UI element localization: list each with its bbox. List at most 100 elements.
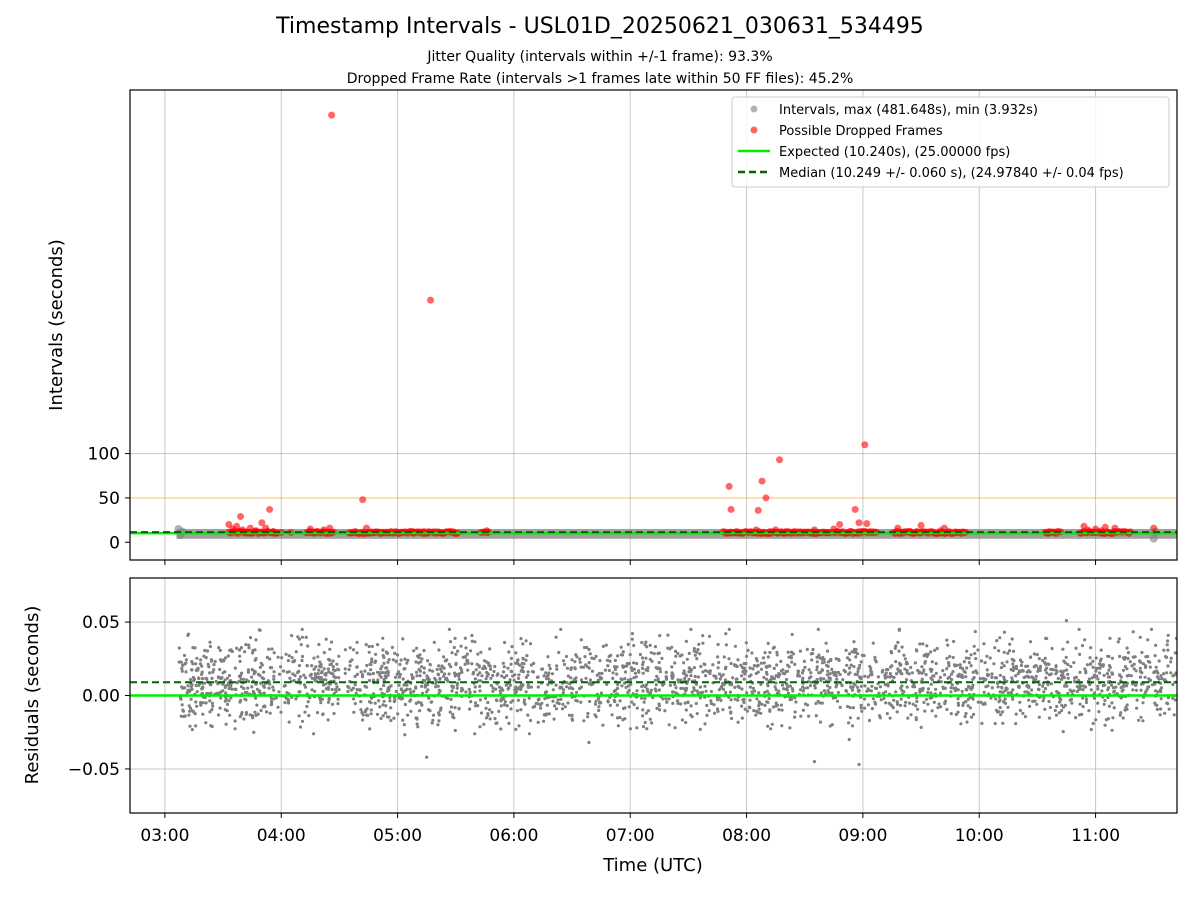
residual-point <box>749 673 753 677</box>
residual-point <box>406 713 410 717</box>
x-tick-label: 09:00 <box>838 826 887 846</box>
residual-point <box>1089 646 1093 650</box>
residual-point <box>292 679 296 683</box>
residual-point <box>671 701 675 706</box>
residual-point <box>968 706 973 710</box>
residual-point <box>955 663 959 667</box>
residual-point <box>777 689 781 693</box>
residual-point <box>267 647 271 651</box>
residual-point <box>524 658 528 662</box>
residual-point <box>542 674 546 678</box>
residual-point <box>938 675 943 680</box>
residual-point <box>755 697 759 701</box>
residual-point <box>605 682 609 687</box>
residual-point <box>884 701 888 705</box>
residual-point <box>922 654 926 658</box>
residual-point <box>690 715 694 719</box>
residual-point <box>1016 672 1020 676</box>
residual-point <box>395 672 399 676</box>
residual-point <box>967 661 972 665</box>
residual-point <box>559 697 563 702</box>
residual-point <box>632 676 636 680</box>
residual-point <box>779 659 783 664</box>
residual-point <box>326 667 330 671</box>
residual-point <box>762 675 766 680</box>
residual-point <box>294 697 298 701</box>
residual-point <box>807 714 811 718</box>
residual-point <box>1154 703 1158 707</box>
residual-point <box>225 676 229 680</box>
residual-point <box>982 690 986 694</box>
residual-point <box>552 717 556 721</box>
residual-point <box>1066 640 1070 644</box>
residual-point <box>283 701 287 705</box>
residual-point <box>717 672 722 676</box>
residual-point <box>406 658 410 663</box>
residual-point <box>641 714 645 718</box>
residual-point <box>383 674 387 678</box>
residual-point <box>269 703 273 707</box>
residual-point <box>286 697 290 702</box>
residual-point <box>676 699 680 703</box>
residual-point <box>988 656 992 660</box>
residual-point <box>781 671 785 675</box>
residual-point <box>842 668 846 673</box>
residual-point <box>519 687 523 692</box>
residual-point <box>415 646 419 650</box>
residual-point <box>244 698 248 702</box>
residual-point <box>446 679 450 683</box>
residual-point <box>836 690 841 695</box>
residual-point <box>268 711 272 715</box>
residual-point <box>765 689 769 693</box>
residual-point <box>1021 669 1025 673</box>
residual-point <box>910 671 915 675</box>
residual-point <box>1041 658 1045 663</box>
residual-point <box>300 658 304 663</box>
residual-point <box>982 642 986 646</box>
residual-point <box>561 691 565 695</box>
residual-point <box>747 705 751 709</box>
residual-point <box>1100 689 1104 693</box>
residual-point <box>1146 659 1150 664</box>
residual-point <box>965 649 969 653</box>
residual-point <box>1171 696 1175 700</box>
residual-point <box>1063 703 1067 708</box>
residual-point <box>1077 713 1082 717</box>
residual-point <box>1094 718 1098 722</box>
residual-point <box>585 665 590 669</box>
residual-point <box>866 675 870 679</box>
residual-point <box>852 665 856 669</box>
residual-point <box>182 686 186 690</box>
residual-point <box>494 687 498 691</box>
residual-point <box>643 643 647 647</box>
residual-point <box>646 669 650 673</box>
intervals-y-tick-label: 50 <box>98 489 120 509</box>
residual-point <box>701 670 705 674</box>
residual-point <box>1057 711 1061 715</box>
residual-point <box>1130 664 1134 668</box>
residual-point <box>582 645 587 650</box>
residual-point <box>999 666 1004 670</box>
residual-point <box>569 666 574 670</box>
residual-point <box>743 707 747 711</box>
residual-point <box>829 658 833 663</box>
residual-point <box>859 684 863 688</box>
residual-point <box>440 664 444 668</box>
residual-point <box>201 712 205 716</box>
residual-point <box>967 656 971 660</box>
residual-point <box>939 680 944 684</box>
residual-point <box>950 683 954 687</box>
residual-point <box>588 652 592 656</box>
residual-point <box>1119 711 1123 715</box>
residual-point <box>933 648 937 653</box>
residual-point <box>985 668 989 672</box>
residual-point <box>540 701 544 705</box>
residual-point <box>873 658 877 662</box>
residual-point <box>1011 697 1015 701</box>
residual-point <box>471 672 475 676</box>
residual-point <box>188 677 193 682</box>
residual-point <box>489 683 493 688</box>
residual-point <box>561 702 565 707</box>
residual-point <box>632 643 636 648</box>
residual-point <box>582 665 586 669</box>
